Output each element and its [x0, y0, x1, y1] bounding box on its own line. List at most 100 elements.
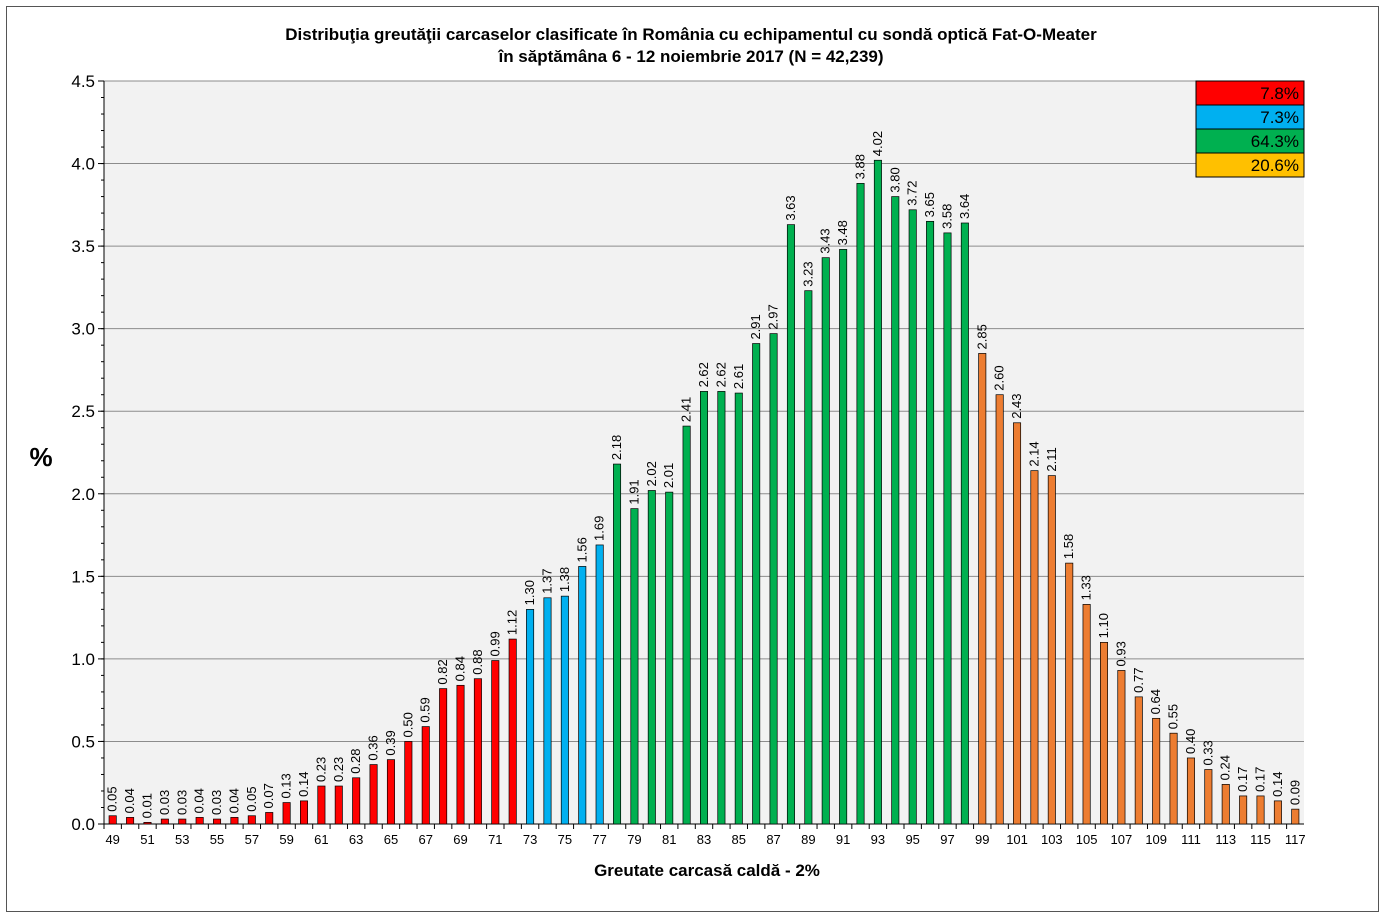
- x-tick-label-111: 111: [1181, 832, 1201, 847]
- x-tick-label-85: 85: [732, 832, 746, 847]
- data-label-52: 0.03: [157, 790, 172, 815]
- bar-70: [473, 678, 482, 825]
- data-label-55: 0.03: [209, 790, 224, 815]
- y-tick-label: 2.5: [71, 402, 95, 421]
- data-label-114: 0.17: [1235, 767, 1250, 792]
- chart-title-line2: în săptămâna 6 - 12 noiembrie 2017 (N = …: [497, 47, 883, 66]
- bar-55: [213, 818, 222, 825]
- data-label-91: 3.48: [835, 220, 850, 245]
- x-tick-label-61: 61: [314, 832, 328, 847]
- data-label-101: 2.43: [1009, 393, 1024, 418]
- bar-82: [682, 425, 691, 825]
- data-label-49: 0.05: [105, 786, 120, 811]
- legend-swatch: [1195, 80, 1305, 106]
- bar-112: [1204, 769, 1213, 825]
- legend-swatch: [1195, 128, 1305, 154]
- bar-107: [1117, 670, 1126, 825]
- plot-area: 0.0 0.5 1.0 1.5 2.0 2.5 3.0 3.5 4.0 4.5 0.05 49 0.04…: [71, 72, 1305, 847]
- legend-entry: 20.6%: [1251, 156, 1299, 175]
- y-tick-label: 3.0: [71, 320, 95, 339]
- data-label-68: 0.82: [435, 659, 450, 684]
- bar-68: [439, 688, 448, 825]
- data-label-69: 0.84: [453, 656, 468, 681]
- bar-98: [960, 222, 969, 825]
- bar-93: [873, 159, 882, 825]
- bar-106: [1099, 642, 1108, 825]
- data-label-83: 2.62: [696, 362, 711, 387]
- x-tick-label-53: 53: [175, 832, 189, 847]
- data-label-99: 2.85: [974, 324, 989, 349]
- x-tick-label-65: 65: [384, 832, 398, 847]
- x-tick-label-57: 57: [245, 832, 259, 847]
- data-label-50: 0.04: [122, 788, 137, 813]
- bar-76: [578, 566, 587, 825]
- data-label-106: 1.10: [1096, 613, 1111, 638]
- bar-60: [300, 800, 309, 825]
- y-tick-label: 2.0: [71, 485, 95, 504]
- x-tick-label-109: 109: [1145, 832, 1167, 847]
- data-label-82: 2.41: [679, 397, 694, 422]
- y-tick-label: 0.0: [71, 815, 95, 834]
- bar-64: [369, 764, 378, 825]
- y-tick-label: 1.5: [71, 567, 95, 586]
- x-tick-label-81: 81: [662, 832, 676, 847]
- bar-97: [943, 232, 952, 825]
- data-label-108: 0.77: [1131, 668, 1146, 693]
- data-label-66: 0.50: [400, 712, 415, 737]
- bar-63: [352, 777, 361, 825]
- x-tick-label-67: 67: [419, 832, 433, 847]
- x-tick-label-97: 97: [940, 832, 954, 847]
- bar-102: [1030, 470, 1039, 825]
- data-label-112: 0.33: [1200, 740, 1215, 765]
- bar-109: [1152, 717, 1161, 825]
- bar-75: [560, 595, 569, 825]
- data-label-72: 1.12: [505, 610, 520, 635]
- x-tick-label-59: 59: [279, 832, 293, 847]
- data-label-67: 0.59: [418, 697, 433, 722]
- data-label-87: 2.97: [766, 304, 781, 329]
- data-label-71: 0.99: [487, 631, 502, 656]
- bar-101: [1013, 422, 1022, 825]
- bar-99: [978, 353, 987, 825]
- data-label-98: 3.64: [957, 194, 972, 219]
- data-label-74: 1.37: [539, 568, 554, 593]
- bar-110: [1169, 732, 1178, 825]
- bar-105: [1082, 604, 1091, 825]
- bar-57: [247, 815, 256, 825]
- legend-swatch: [1195, 104, 1305, 130]
- data-label-53: 0.03: [174, 790, 189, 815]
- x-tick-label-87: 87: [766, 832, 780, 847]
- data-label-89: 3.23: [800, 261, 815, 286]
- bar-113: [1221, 784, 1230, 825]
- bar-52: [160, 818, 169, 825]
- x-tick-label-49: 49: [105, 832, 119, 847]
- data-label-115: 0.17: [1253, 767, 1268, 792]
- legend-entry: 7.8%: [1260, 84, 1299, 103]
- y-tick-label: 4.0: [71, 155, 95, 174]
- data-label-79: 1.91: [626, 479, 641, 504]
- bar-53: [178, 818, 187, 825]
- data-label-70: 0.88: [470, 649, 485, 674]
- bar-74: [543, 597, 552, 825]
- x-tick-label-93: 93: [871, 832, 885, 847]
- bar-94: [891, 196, 900, 825]
- data-label-76: 1.56: [574, 537, 589, 562]
- x-tick-label-95: 95: [905, 832, 919, 847]
- data-label-111: 0.40: [1183, 729, 1198, 754]
- x-tick-label-83: 83: [697, 832, 711, 847]
- data-label-59: 0.13: [279, 773, 294, 798]
- data-label-93: 4.02: [870, 131, 885, 156]
- data-label-116: 0.14: [1270, 772, 1285, 797]
- bar-116: [1273, 800, 1282, 825]
- x-tick-label-71: 71: [488, 832, 502, 847]
- x-tick-label-107: 107: [1111, 832, 1133, 847]
- bar-90: [821, 257, 830, 825]
- bar-58: [265, 812, 274, 825]
- bar-114: [1239, 795, 1248, 825]
- y-tick-label: 4.5: [71, 72, 95, 91]
- data-label-51: 0.01: [139, 793, 154, 818]
- x-tick-label-99: 99: [975, 832, 989, 847]
- bar-88: [786, 224, 795, 825]
- legend-swatch: [1195, 152, 1305, 178]
- data-label-90: 3.43: [818, 228, 833, 253]
